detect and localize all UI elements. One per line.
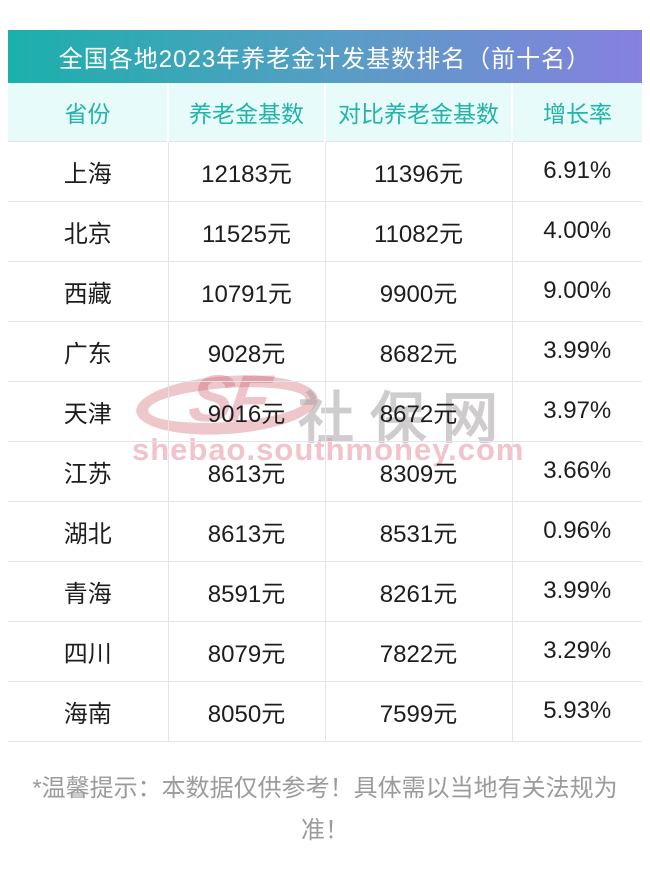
footer-note: *温馨提示：本数据仅供参考！具体需以当地有关法规为准！ <box>32 775 618 844</box>
cell-compare: 11082元 <box>325 200 513 261</box>
table-row: 北京 11525元 11082元 4.00% <box>8 200 642 261</box>
cell-province: 四川 <box>8 620 169 681</box>
cell-compare: 7822元 <box>325 620 513 681</box>
table-row: 江苏 8613元 8309元 3.66% <box>8 440 642 501</box>
cell-base: 8079元 <box>168 620 326 681</box>
cell-compare: 11396元 <box>325 140 513 201</box>
table-row: 西藏 10791元 9900元 9.00% <box>8 260 642 321</box>
cell-base: 8050元 <box>168 680 326 742</box>
table-row: 四川 8079元 7822元 3.29% <box>8 620 642 681</box>
cell-province: 青海 <box>8 560 169 621</box>
cell-base: 8613元 <box>168 500 326 561</box>
cell-growth: 3.29% <box>512 620 642 681</box>
cell-compare: 8672元 <box>325 380 513 441</box>
cell-growth: 3.66% <box>512 440 642 501</box>
cell-growth: 3.97% <box>512 380 642 441</box>
cell-province: 海南 <box>8 680 169 742</box>
cell-base: 8613元 <box>168 440 326 501</box>
table-title-bar: 全国各地2023年养老金计发基数排名（前十名） <box>8 30 642 83</box>
cell-compare: 8682元 <box>325 320 513 381</box>
cell-compare: 8309元 <box>325 440 513 501</box>
cell-base: 11525元 <box>168 200 326 261</box>
column-header-growth: 增长率 <box>512 83 642 141</box>
table-title: 全国各地2023年养老金计发基数排名（前十名） <box>58 46 592 73</box>
cell-province: 湖北 <box>8 500 169 561</box>
cell-province: 北京 <box>8 200 169 261</box>
table-header-row: 省份 养老金基数 对比养老金基数 增长率 <box>8 83 642 141</box>
table-row: 广东 9028元 8682元 3.99% <box>8 320 642 381</box>
column-header-province: 省份 <box>8 83 169 141</box>
table-row: 海南 8050元 7599元 5.93% <box>8 680 642 742</box>
cell-province: 天津 <box>8 380 169 441</box>
table-row: 上海 12183元 11396元 6.91% <box>8 140 642 201</box>
cell-base: 12183元 <box>168 140 326 201</box>
cell-compare: 9900元 <box>325 260 513 321</box>
table-row: 青海 8591元 8261元 3.99% <box>8 560 642 621</box>
cell-growth: 5.93% <box>512 680 642 742</box>
cell-growth: 0.96% <box>512 500 642 561</box>
cell-compare: 8261元 <box>325 560 513 621</box>
column-header-compare: 对比养老金基数 <box>325 83 513 141</box>
column-header-base: 养老金基数 <box>168 83 326 141</box>
cell-compare: 7599元 <box>325 680 513 742</box>
cell-base: 8591元 <box>168 560 326 621</box>
table-body: 上海 12183元 11396元 6.91% 北京 11525元 11082元 … <box>8 140 642 742</box>
cell-base: 9028元 <box>168 320 326 381</box>
pension-ranking-card: SF 社保网 shebao.southmoney.com 全国各地2023年养老… <box>8 30 642 742</box>
cell-growth: 3.99% <box>512 320 642 381</box>
cell-growth: 9.00% <box>512 260 642 321</box>
cell-base: 10791元 <box>168 260 326 321</box>
cell-province: 西藏 <box>8 260 169 321</box>
cell-growth: 6.91% <box>512 140 642 201</box>
cell-growth: 3.99% <box>512 560 642 621</box>
cell-compare: 8531元 <box>325 500 513 561</box>
pension-table: 省份 养老金基数 对比养老金基数 增长率 上海 12183元 11396元 6.… <box>8 83 642 742</box>
table-row: 天津 9016元 8672元 3.97% <box>8 380 642 441</box>
cell-base: 9016元 <box>168 380 326 441</box>
cell-province: 上海 <box>8 140 169 201</box>
cell-province: 江苏 <box>8 440 169 501</box>
table-row: 湖北 8613元 8531元 0.96% <box>8 500 642 561</box>
cell-growth: 4.00% <box>512 200 642 261</box>
cell-province: 广东 <box>8 320 169 381</box>
